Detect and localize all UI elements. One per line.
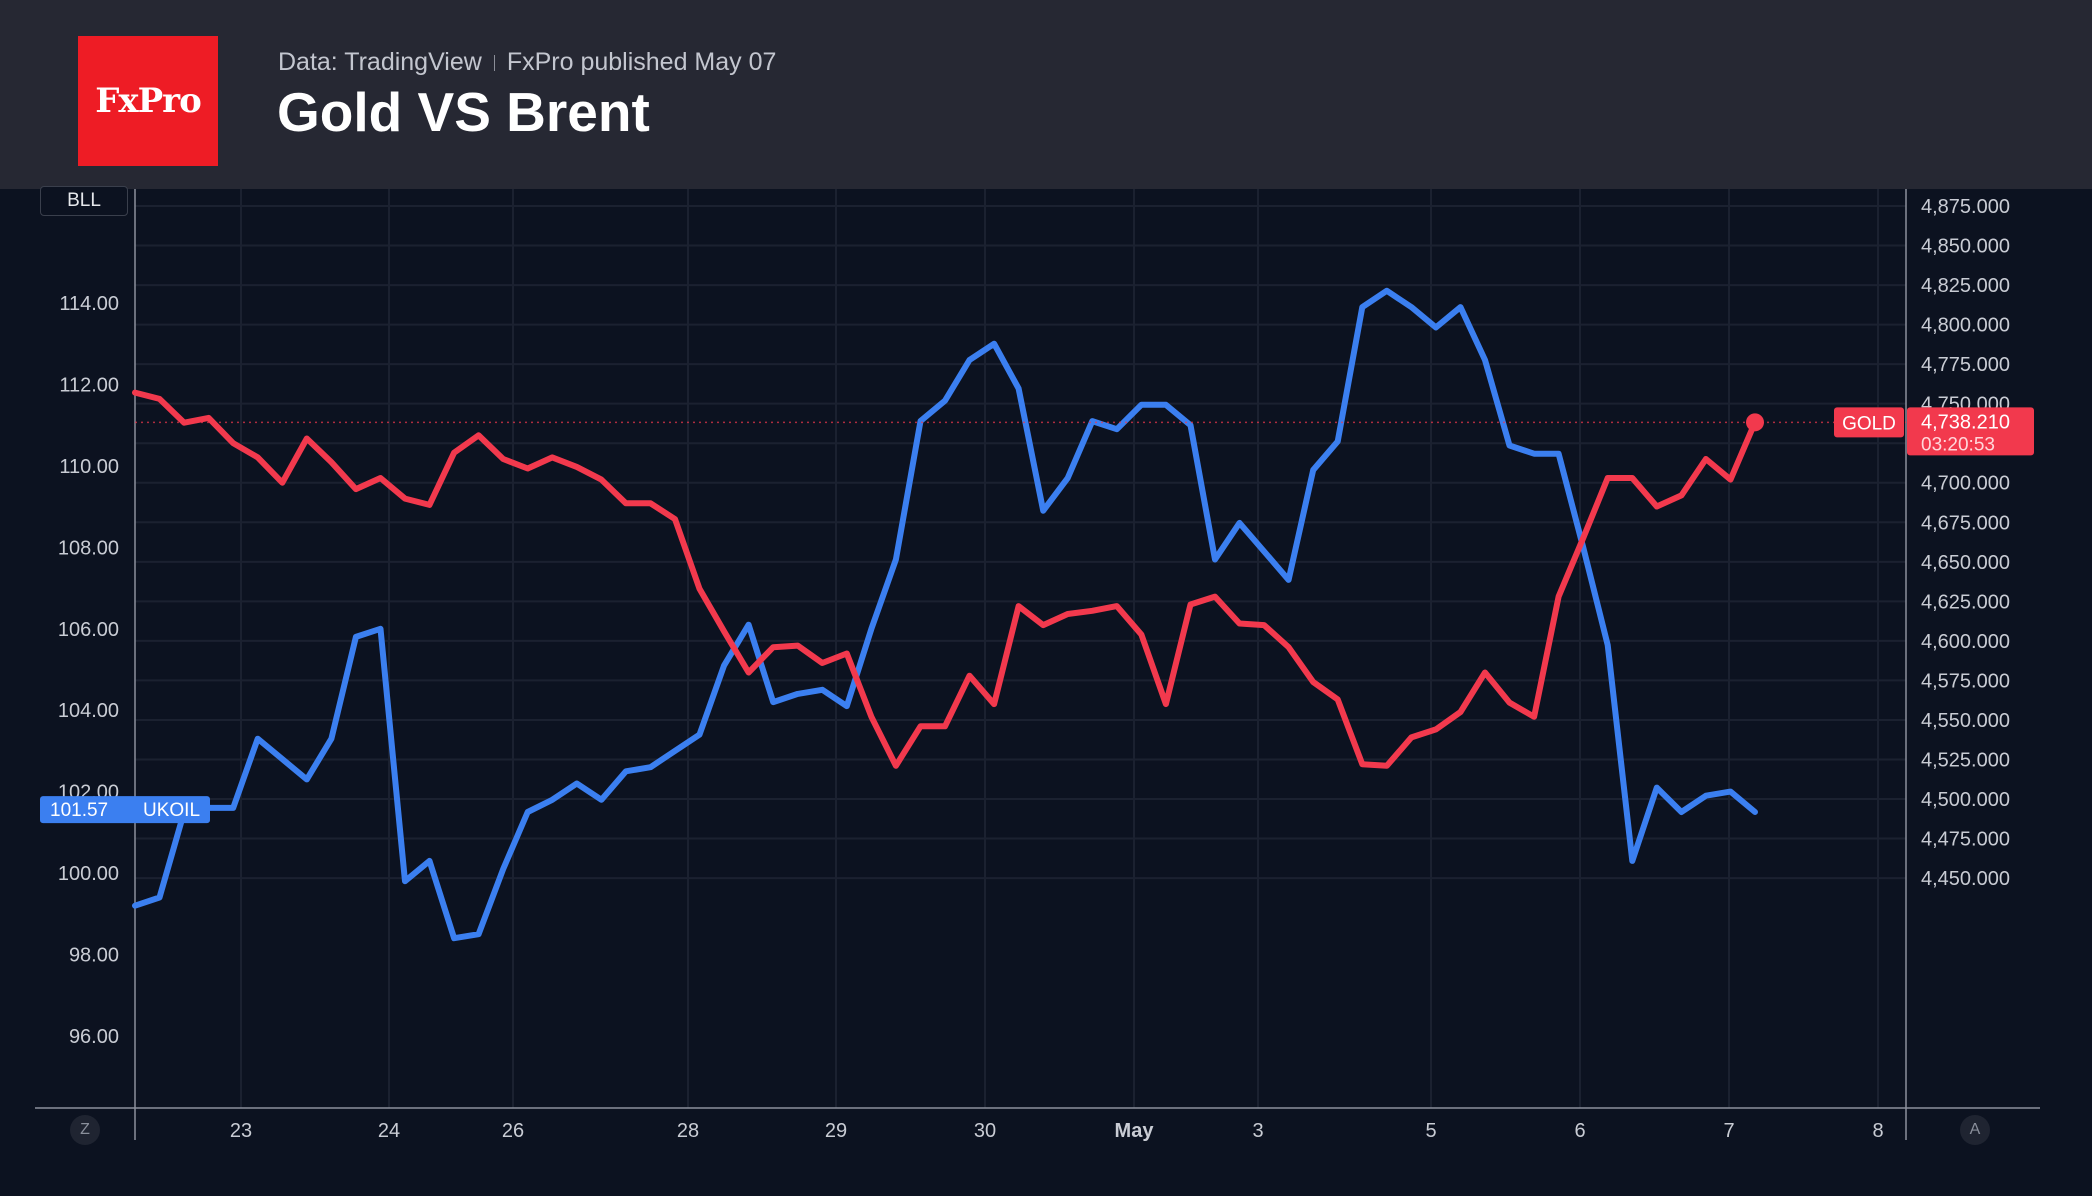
x-tick-label: 23	[230, 1120, 252, 1142]
x-tick-label: 6	[1574, 1120, 1585, 1142]
right-tick-label: 4,650.000	[1921, 552, 2010, 574]
gold-name-label: GOLD	[1842, 413, 1896, 434]
x-tick-label: 24	[378, 1120, 400, 1142]
right-tick-label: 4,575.000	[1921, 670, 2010, 692]
left-tick-label: 110.00	[59, 456, 119, 478]
header: FxPro Data: TradingView FxPro published …	[0, 0, 2092, 189]
right-tick-label: 4,450.000	[1921, 868, 2010, 890]
series-line-gold	[132, 389, 1758, 769]
gold-price-tag	[1907, 407, 2034, 456]
left-tick-label: 96.00	[69, 1026, 119, 1048]
chart[interactable]: 114.00112.00110.00108.00106.00104.00102.…	[0, 189, 2092, 1196]
left-tick-label: 98.00	[69, 945, 119, 967]
left-tick-label: 112.00	[59, 374, 119, 396]
gold-last-value: 4,738.210	[1921, 411, 2010, 433]
chart-axes	[35, 189, 2040, 1140]
x-tick-label: 5	[1425, 1120, 1436, 1142]
right-tick-label: 4,625.000	[1921, 591, 2010, 613]
x-tick-label: 28	[677, 1120, 699, 1142]
gold-last-point	[1746, 413, 1764, 432]
right-tick-label: 4,475.000	[1921, 829, 2010, 851]
gold-name-tag	[1834, 407, 1904, 438]
right-tick-label: 4,500.000	[1921, 789, 2010, 811]
right-tick-label: 4,700.000	[1921, 473, 2010, 495]
separator	[493, 54, 495, 71]
right-tick-label: 4,600.000	[1921, 631, 2010, 653]
right-tick-label: 4,775.000	[1921, 354, 2010, 376]
ukoil-name-label: UKOIL	[143, 800, 200, 821]
ukoil-price-tag	[40, 796, 210, 824]
right-tick-label: 4,825.000	[1921, 275, 2010, 297]
right-tick-label: 4,525.000	[1921, 749, 2010, 771]
right-tick-label: 4,550.000	[1921, 710, 2010, 732]
x-tick-label: 26	[502, 1120, 524, 1142]
right-tick-label: 4,875.000	[1921, 196, 2010, 218]
gold-countdown: 03:20:53	[1921, 434, 1995, 455]
published-date: FxPro published May 07	[506, 48, 777, 76]
fxpro-logo: FxPro	[78, 36, 218, 166]
zoom-button[interactable]: Z	[70, 1115, 100, 1145]
left-tick-label: 114.00	[59, 293, 119, 315]
page-title: Gold VS Brent	[277, 81, 650, 143]
auto-scale-button[interactable]: A	[1960, 1115, 1990, 1145]
right-tick-label: 4,850.000	[1921, 236, 2010, 258]
x-tick-label: 30	[974, 1120, 996, 1142]
x-tick-label: 8	[1872, 1120, 1883, 1142]
series-line-ukoil	[132, 287, 1758, 942]
right-tick-label: 4,800.000	[1921, 315, 2010, 337]
x-tick-label: 29	[825, 1120, 847, 1142]
source-line: Data: TradingView FxPro published May 07	[278, 48, 776, 77]
right-tick-label: 4,675.000	[1921, 512, 2010, 534]
x-tick-label: May	[1115, 1120, 1155, 1142]
left-axis-ticks: 114.00112.00110.00108.00106.00104.00102.…	[58, 293, 119, 1048]
left-tick-label: 104.00	[58, 700, 119, 722]
ukoil-last-value: 101.57	[50, 800, 108, 821]
series-lines	[132, 287, 1758, 942]
left-tick-label: 108.00	[58, 537, 119, 559]
x-tick-label: 3	[1252, 1120, 1263, 1142]
logo-text: FxPro	[95, 81, 202, 121]
right-axis-ticks: 4,875.000 4,850.000 4,825.000 4,800.000 4,77…	[1921, 196, 2010, 890]
data-source: Data: TradingView	[278, 48, 482, 76]
x-tick-label: 7	[1723, 1120, 1734, 1142]
left-tick-label: 106.00	[58, 619, 119, 641]
grid-lines	[135, 189, 1906, 1108]
left-tick-label: 100.00	[58, 863, 119, 885]
x-axis-ticks: 23 24 26 28 29 30 May 3 5 6 7 8	[230, 1120, 1884, 1142]
left-scale-badge[interactable]: BLL	[40, 186, 128, 216]
